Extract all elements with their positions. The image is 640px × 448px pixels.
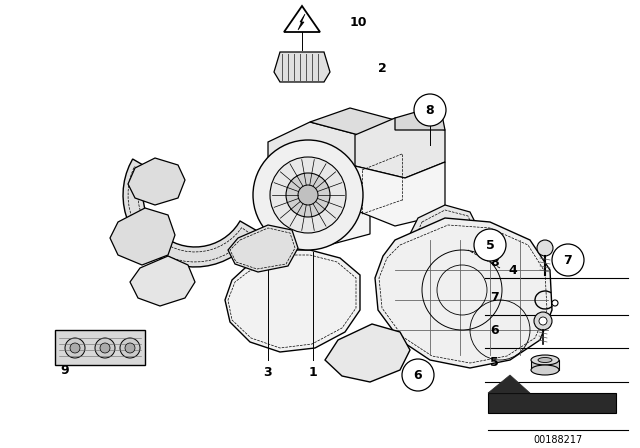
Circle shape [414,94,446,126]
Polygon shape [228,225,298,272]
Polygon shape [225,250,360,352]
Polygon shape [395,105,445,130]
Circle shape [100,343,110,353]
Text: 3: 3 [264,366,272,379]
Circle shape [65,338,85,358]
Polygon shape [488,375,530,393]
Text: 00188217: 00188217 [533,435,582,445]
Circle shape [298,185,318,205]
Polygon shape [274,52,330,82]
Text: 7: 7 [490,290,499,303]
Polygon shape [128,158,185,205]
Polygon shape [410,205,478,258]
Circle shape [539,317,547,325]
Text: 5: 5 [490,356,499,369]
Text: 8: 8 [490,255,499,268]
Polygon shape [110,208,175,265]
Polygon shape [298,14,305,30]
Polygon shape [375,218,552,368]
Text: 8: 8 [426,103,435,116]
Circle shape [95,338,115,358]
Circle shape [534,312,552,330]
Polygon shape [284,6,320,32]
Circle shape [474,229,506,261]
Circle shape [270,157,346,233]
Circle shape [70,343,80,353]
Polygon shape [355,162,445,226]
Text: 9: 9 [61,363,69,376]
Text: 7: 7 [564,254,572,267]
Polygon shape [123,159,257,267]
Polygon shape [310,108,410,138]
Polygon shape [355,118,445,178]
Circle shape [537,240,553,256]
Text: 1: 1 [308,366,317,379]
Ellipse shape [531,355,559,365]
Circle shape [253,140,363,250]
Circle shape [402,359,434,391]
Circle shape [552,244,584,276]
Polygon shape [488,393,616,413]
Polygon shape [55,330,145,365]
Text: 5: 5 [486,238,494,251]
Text: 6: 6 [490,323,499,336]
Circle shape [552,300,558,306]
Circle shape [286,173,330,217]
Polygon shape [268,122,370,198]
Polygon shape [370,124,410,178]
Ellipse shape [531,365,559,375]
Polygon shape [130,256,195,306]
Polygon shape [531,360,559,370]
Circle shape [120,338,140,358]
Polygon shape [268,178,370,250]
Ellipse shape [538,358,552,362]
Text: 6: 6 [413,369,422,382]
Text: 2: 2 [378,61,387,74]
Text: 10: 10 [350,16,367,29]
Text: 4: 4 [508,263,516,276]
Circle shape [125,343,135,353]
Polygon shape [325,324,410,382]
